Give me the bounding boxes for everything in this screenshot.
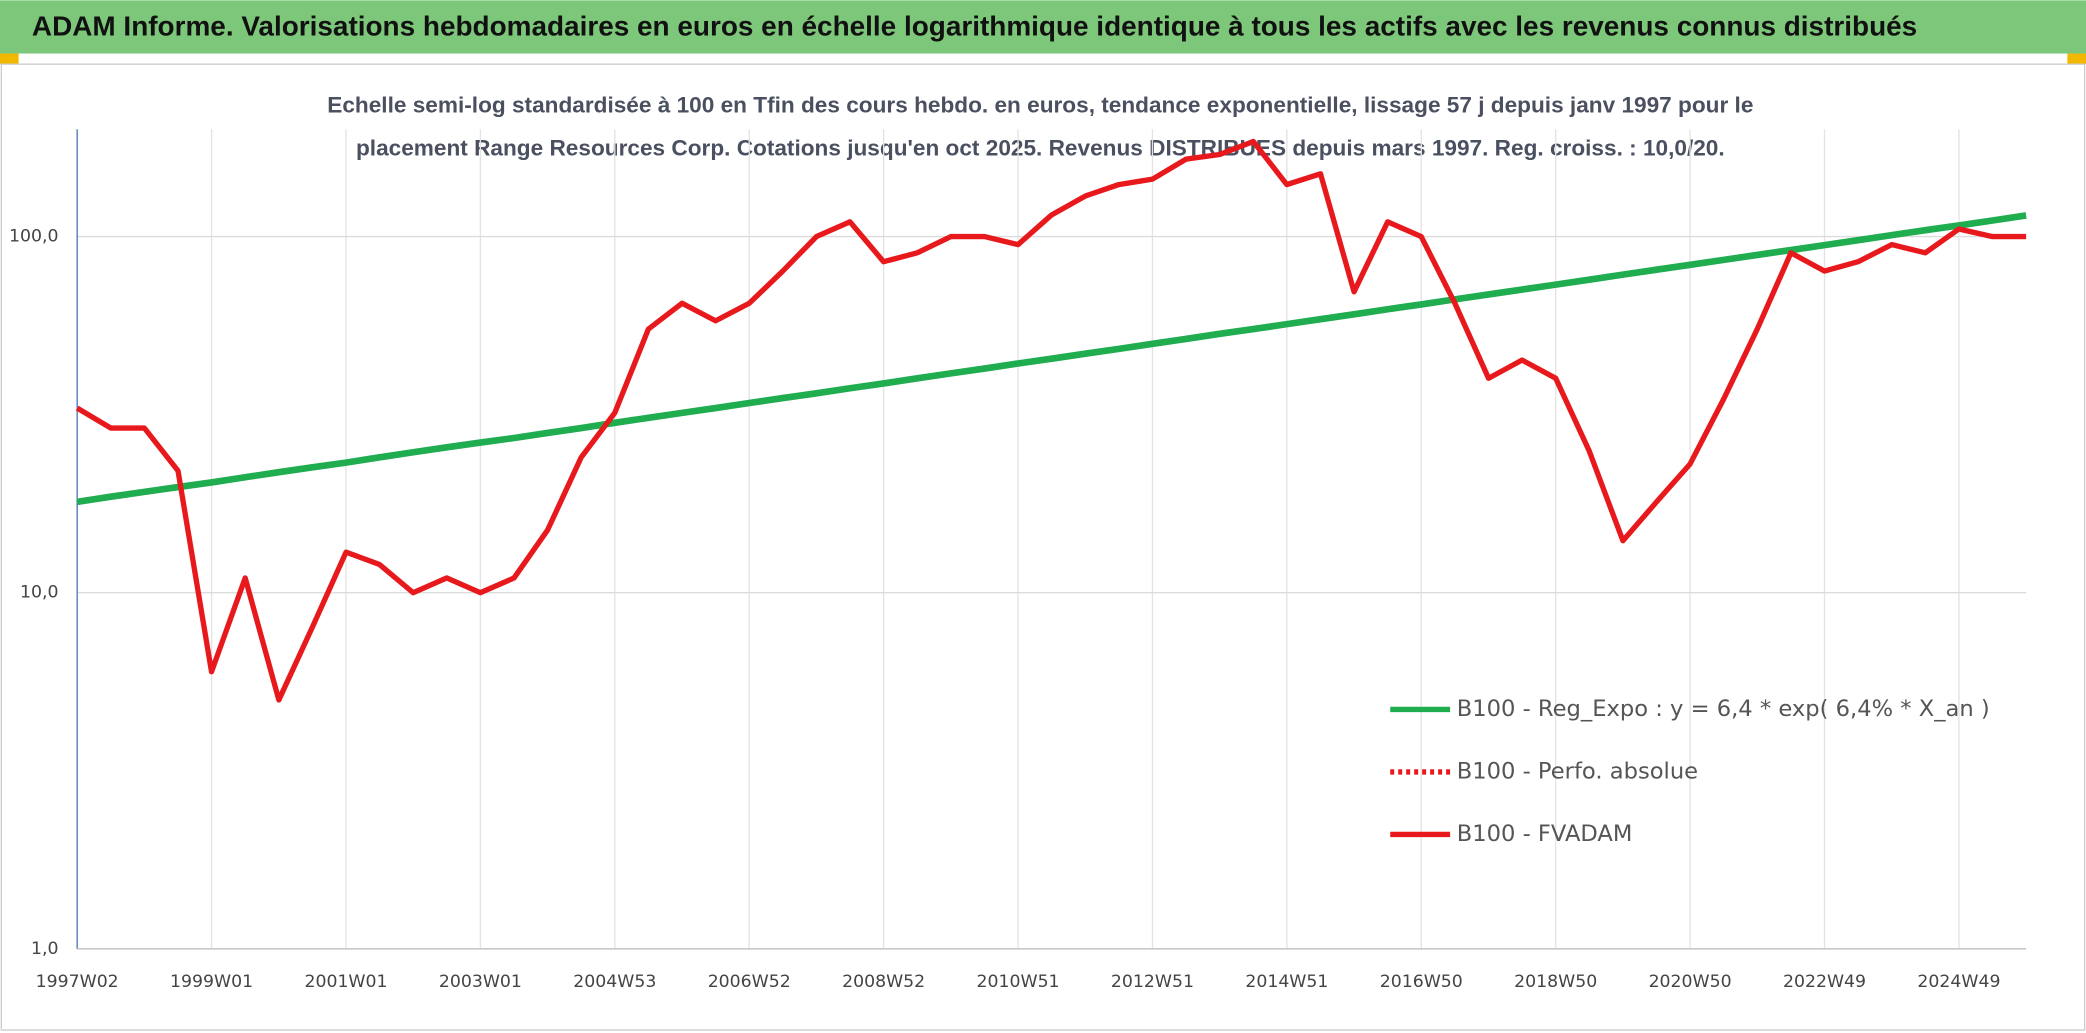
legend-label: B100 - Perfo. absolue: [1457, 758, 1698, 784]
chart-title: ADAM Informe. Valorisations hebdomadaire…: [32, 11, 1917, 42]
subtitle: placement Range Resources Corp. Cotation…: [356, 135, 1725, 160]
x-tick-label: 2012W51: [1111, 972, 1194, 992]
title-bar: [0, 0, 2086, 54]
x-tick-label: 2014W51: [1245, 972, 1328, 992]
x-tick-label: 2001W01: [304, 972, 387, 992]
corner: [0, 53, 19, 65]
y-tick-label: 1,0: [31, 939, 58, 959]
subtitle: Echelle semi-log standardisée à 100 en T…: [327, 93, 1753, 118]
corner: [2067, 53, 2086, 65]
x-tick-label: 2018W50: [1514, 972, 1597, 992]
legend-label: B100 - Reg_Expo : y = 6,4 * exp( 6,4% * …: [1457, 696, 1990, 722]
series-line: [76, 212, 2027, 506]
x-tick-label: 2020W50: [1649, 972, 1732, 992]
x-tick-label: 1997W02: [36, 972, 119, 992]
legend-label: B100 - FVADAM: [1457, 821, 1633, 847]
y-tick-label: 10,0: [20, 583, 58, 603]
x-tick-label: 2004W53: [573, 972, 656, 992]
frame: [0, 63, 2086, 1031]
x-tick-label: 2022W49: [1783, 972, 1866, 992]
x-tick-label: 2003W01: [439, 972, 522, 992]
x-tick-label: 2024W49: [1917, 972, 2000, 992]
x-tick-label: 2006W52: [708, 972, 791, 992]
x-tick-label: 2016W50: [1380, 972, 1463, 992]
x-tick-label: 1999W01: [170, 972, 253, 992]
x-tick-label: 2008W52: [842, 972, 925, 992]
y-tick-label: 100,0: [9, 227, 58, 247]
series-line: [75, 138, 2027, 703]
x-tick-label: 2010W51: [977, 972, 1060, 992]
